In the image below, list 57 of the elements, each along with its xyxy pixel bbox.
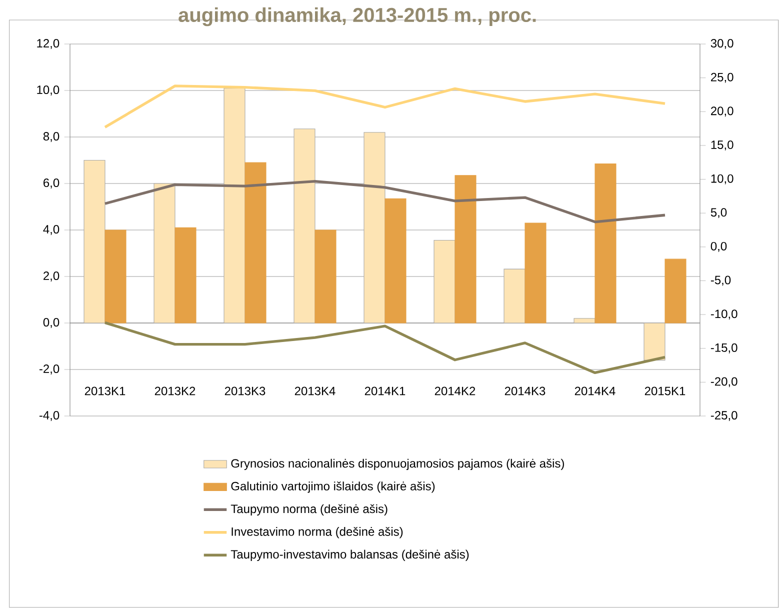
bar — [174, 227, 196, 324]
x-tick-label: 2013K3 — [224, 386, 266, 396]
bar — [524, 222, 546, 324]
y-tick-label: -4,0 — [39, 411, 60, 421]
x-tick-label: 2013K2 — [154, 386, 196, 396]
x-tick-label: 2015K1 — [644, 386, 686, 396]
y-tick-label: 10,0 — [37, 86, 60, 96]
y2-tick-label: -10,0 — [710, 310, 738, 320]
bar — [314, 230, 336, 324]
x-tick-label: 2014K1 — [364, 386, 406, 396]
y2-tick-label: -25,0 — [710, 411, 738, 421]
line-series — [104, 84, 666, 129]
bar — [504, 268, 526, 324]
legend-label: Taupymo-investavimo balansas (dešinė ašis) — [230, 550, 469, 561]
bar — [384, 198, 406, 324]
x-tick-label: 2013K1 — [84, 386, 126, 396]
x-tick-label: 2013K4 — [294, 386, 336, 396]
y-tick-label: -2,0 — [39, 364, 60, 374]
x-tick-label: 2014K2 — [434, 386, 476, 396]
bar — [644, 322, 666, 360]
legend-label: Investavimo norma (dešinė ašis) — [232, 527, 403, 538]
legend-label: Galutinio vartojimo išlaidos (kairė ašis) — [231, 482, 435, 493]
bar — [364, 132, 386, 324]
y2-tick-label: 0,0 — [710, 242, 727, 252]
bar — [104, 230, 126, 324]
x-tick-label: 2014K4 — [574, 386, 616, 396]
bar — [154, 183, 176, 324]
bar — [454, 175, 476, 324]
y-tick-label: 6,0 — [44, 178, 60, 188]
bar — [244, 162, 266, 324]
y2-tick-label: -20,0 — [710, 377, 738, 388]
y2-tick-label: 30,0 — [710, 39, 734, 49]
line-series — [104, 180, 666, 224]
legend-label: Taupymo norma (dešinė ašis) — [230, 504, 388, 516]
bar — [84, 160, 106, 324]
y2-tick-label: 15,0 — [711, 140, 734, 150]
bar — [574, 318, 596, 324]
y2-tick-label: 20,0 — [711, 106, 734, 117]
bar — [294, 128, 316, 324]
y-tick-label: 12,0 — [37, 39, 60, 49]
bar — [224, 88, 246, 324]
y2-tick-label: 5,0 — [710, 208, 727, 218]
y-tick-label: 4,0 — [43, 225, 60, 235]
bar — [664, 258, 686, 324]
x-tick-label: 2014K3 — [504, 386, 546, 396]
y-tick-label: 0,0 — [43, 318, 60, 328]
y2-tick-label: 25,0 — [711, 72, 734, 83]
line-series — [104, 321, 666, 374]
y2-tick-label: -5,0 — [710, 276, 731, 286]
y-tick-label: 8,0 — [43, 132, 60, 142]
chart-title: augimo dinamika, 2013-2015 m., proc. — [178, 7, 536, 26]
y-tick-label: 2,0 — [44, 272, 60, 282]
y2-tick-label: -15,0 — [710, 343, 738, 354]
bar — [434, 240, 456, 324]
bar — [594, 163, 616, 324]
y2-tick-label: 10,0 — [711, 174, 734, 184]
legend-label: Grynosios nacionalinės disponuojamosios pajamos (kairė ašis) — [231, 458, 564, 470]
